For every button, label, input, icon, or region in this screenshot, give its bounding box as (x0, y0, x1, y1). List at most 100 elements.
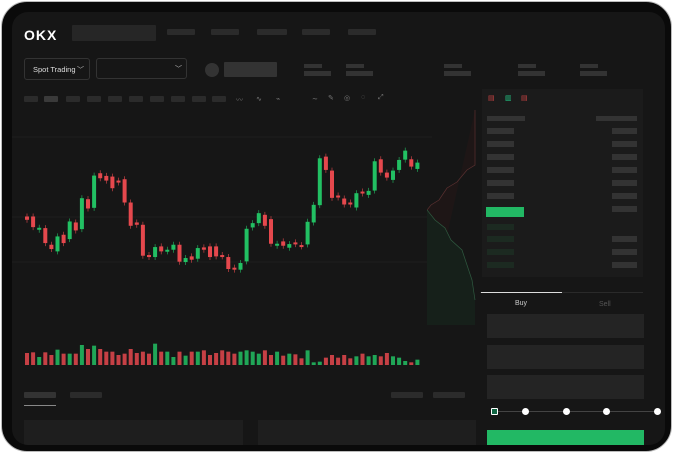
volume-bar (275, 351, 280, 365)
candle (86, 199, 90, 209)
tab-order-history[interactable] (70, 392, 102, 398)
volume-bar (86, 349, 90, 365)
timeframe-button[interactable] (129, 96, 143, 102)
stat-value (580, 71, 607, 76)
stat-label (304, 64, 322, 68)
bid-price (487, 236, 514, 242)
volume-bar (159, 351, 164, 365)
candle-type-icon[interactable]: ∿ (256, 96, 262, 103)
tab-buy[interactable]: Buy (515, 300, 528, 307)
expand-icon[interactable]: ⤢ (378, 94, 384, 101)
volume-bar (317, 361, 322, 365)
volume-bar (287, 353, 292, 365)
candle (293, 242, 298, 245)
total-input[interactable] (487, 375, 644, 399)
market-select[interactable]: Spot Trading ﹀ (24, 58, 90, 80)
nav-item[interactable] (167, 29, 195, 35)
ask-price (487, 141, 514, 147)
volume-bar (409, 362, 414, 365)
volume-bar (201, 350, 206, 365)
bid-price (487, 262, 514, 268)
orderbook-both-icon[interactable]: ▤ (488, 95, 495, 102)
nav-item[interactable] (257, 29, 287, 35)
volume-bar (116, 355, 121, 365)
timeframe-button[interactable] (87, 96, 101, 102)
chart-line-icon[interactable]: ∼ (312, 96, 318, 103)
chevron-down-icon: ﹀ (175, 66, 182, 73)
timeframe-button[interactable] (108, 96, 122, 102)
candle (73, 222, 78, 231)
circle-icon[interactable]: ◎ (344, 95, 351, 102)
percent-slider[interactable] (491, 408, 661, 415)
volume-bar (214, 353, 219, 365)
candle (403, 150, 408, 160)
timeframe-button[interactable] (44, 96, 58, 102)
amount-input[interactable] (487, 345, 644, 369)
buy-button[interactable] (487, 430, 644, 445)
candle (397, 159, 402, 170)
orderbook-sell-icon[interactable]: ▤ (521, 95, 528, 102)
search-placeholder[interactable] (72, 25, 156, 41)
price-input[interactable] (487, 314, 644, 338)
candle (262, 214, 267, 226)
volume-bar (299, 358, 304, 365)
candle (25, 216, 29, 220)
filter-button[interactable] (433, 392, 465, 398)
timeframe-button[interactable] (171, 96, 185, 102)
ask-amount (612, 180, 637, 186)
candle (354, 193, 359, 208)
volume-bar (153, 343, 158, 365)
candle (55, 236, 60, 252)
volume-bar (183, 355, 188, 365)
volume-bar (177, 351, 182, 365)
candle (372, 161, 377, 191)
orderbook-buy-icon[interactable]: ▥ (505, 95, 512, 102)
candle (165, 249, 170, 252)
volume-bar (226, 351, 231, 365)
volume-bar (415, 359, 420, 365)
nav-item[interactable] (348, 29, 376, 35)
stat-value (304, 71, 331, 76)
volume-bar (391, 356, 395, 365)
volume-bar (25, 353, 29, 365)
timeframe-button[interactable] (192, 96, 206, 102)
volume-bar (171, 357, 176, 365)
indicator-icon[interactable]: 〰 (236, 97, 243, 104)
candlestick-chart[interactable] (12, 107, 432, 377)
target-icon[interactable]: ◌ (361, 94, 366, 101)
filter-button[interactable] (391, 392, 423, 398)
candle (110, 176, 115, 189)
stat-label (580, 64, 598, 68)
candle (104, 175, 109, 181)
pair-select[interactable]: ﹀ (96, 58, 187, 79)
timeframe-button[interactable] (212, 96, 226, 102)
candle (415, 162, 420, 169)
timeframe-button[interactable] (66, 96, 80, 102)
ask-amount (612, 141, 637, 147)
draw-line-icon[interactable]: ⌁ (276, 96, 281, 103)
candle (336, 195, 341, 198)
tab-sell[interactable]: Sell (599, 301, 611, 308)
assets-panel (258, 420, 476, 445)
volume-bar (98, 349, 103, 365)
nav-item[interactable] (211, 29, 239, 35)
volume-bar (269, 355, 273, 365)
volume-bar (104, 351, 109, 365)
volume-bar (37, 357, 42, 365)
candle (122, 179, 127, 203)
pencil-icon[interactable]: ✎ (328, 95, 334, 102)
active-tab-underline (24, 405, 56, 406)
bid-price (487, 224, 514, 230)
timeframe-button[interactable] (150, 96, 164, 102)
volume-bar (403, 361, 408, 365)
candle (195, 248, 200, 259)
candle (37, 227, 42, 230)
stat-label (444, 64, 462, 68)
nav-item[interactable] (302, 29, 330, 35)
volume-bar (354, 356, 359, 365)
volume-bar (348, 358, 353, 365)
volume-bar (49, 355, 54, 365)
tab-open-orders[interactable] (24, 392, 56, 398)
timeframe-button[interactable] (24, 96, 38, 102)
volume-bar (61, 353, 66, 365)
